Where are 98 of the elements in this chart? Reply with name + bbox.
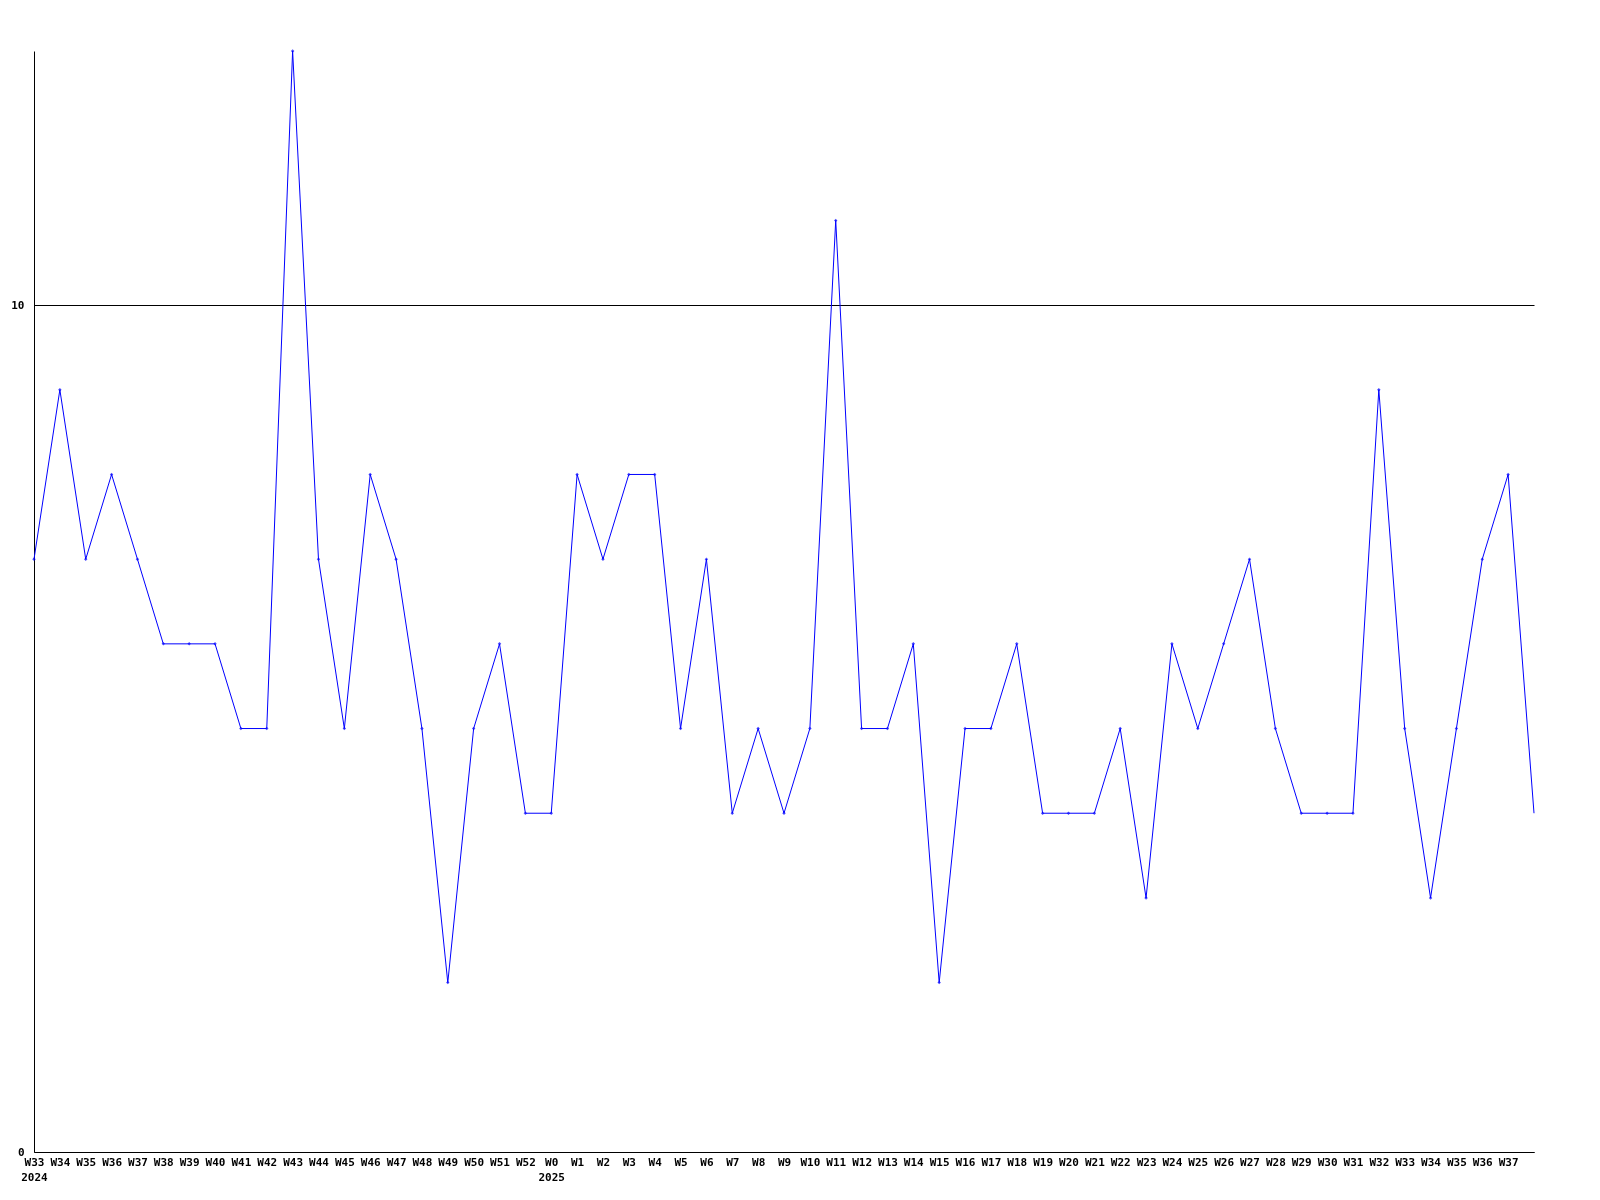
point bbox=[523, 811, 528, 815]
point bbox=[161, 642, 166, 646]
x-tick-label: W16 bbox=[955, 1155, 976, 1169]
x-tick-label: W37 bbox=[128, 1155, 148, 1169]
x-tick-label: W21 bbox=[1084, 1155, 1106, 1169]
point bbox=[1015, 642, 1019, 646]
x-tick-label: W10 bbox=[800, 1155, 821, 1169]
point bbox=[1221, 642, 1226, 646]
point bbox=[1480, 557, 1485, 561]
point bbox=[989, 726, 993, 731]
x-tick-label: W31 bbox=[1343, 1155, 1364, 1169]
point bbox=[937, 980, 941, 985]
point bbox=[627, 472, 631, 477]
x-tick-label: W11 bbox=[826, 1155, 847, 1169]
point bbox=[1428, 896, 1433, 900]
point bbox=[83, 557, 88, 561]
point bbox=[1325, 811, 1329, 815]
point bbox=[963, 726, 967, 731]
x-tick-label: W37 bbox=[1498, 1155, 1519, 1169]
x-tick-label: W25 bbox=[1188, 1155, 1209, 1169]
x-tick-label: W36 bbox=[1472, 1155, 1494, 1169]
point bbox=[135, 557, 140, 561]
x-tick-label: W22 bbox=[1110, 1155, 1131, 1169]
point bbox=[1092, 811, 1097, 815]
point bbox=[420, 726, 424, 731]
point bbox=[1066, 811, 1071, 815]
point bbox=[290, 49, 295, 53]
x-tick-label: W44 bbox=[309, 1155, 330, 1169]
x-tick-label: W29 bbox=[1291, 1155, 1312, 1169]
point bbox=[1247, 557, 1252, 561]
x-tick-label: W48 bbox=[412, 1155, 433, 1169]
point bbox=[1196, 726, 1200, 731]
point bbox=[1506, 472, 1510, 477]
point bbox=[1040, 811, 1045, 815]
point bbox=[575, 472, 579, 477]
x-tick-label: W41 bbox=[231, 1155, 252, 1169]
x-tick-label: W51 bbox=[490, 1155, 511, 1169]
x-tick-label: W35 bbox=[1446, 1155, 1467, 1169]
point bbox=[833, 218, 838, 223]
x-tick-label: W30 bbox=[1317, 1155, 1338, 1169]
point bbox=[756, 726, 760, 731]
point bbox=[808, 726, 812, 731]
x-tick-label: W24 bbox=[1162, 1155, 1183, 1169]
x-tick-label: W26 bbox=[1214, 1155, 1235, 1169]
point bbox=[704, 557, 709, 561]
x-tick-label: W1 bbox=[570, 1155, 585, 1169]
point bbox=[730, 811, 735, 815]
x-tick-label: W49 bbox=[438, 1155, 459, 1169]
point bbox=[368, 472, 372, 477]
point bbox=[446, 980, 450, 985]
x-tick-label: W39 bbox=[179, 1155, 200, 1169]
x-tick-label: W9 bbox=[777, 1155, 792, 1169]
x-tick-label: W17 bbox=[981, 1155, 1002, 1169]
x-tick-label: W42 bbox=[257, 1155, 278, 1169]
x-tick-label: W38 bbox=[153, 1155, 174, 1169]
x-tick-label: W43 bbox=[283, 1155, 304, 1169]
x-tick-label: W23 bbox=[1136, 1155, 1157, 1169]
point bbox=[58, 388, 62, 392]
point bbox=[911, 642, 916, 646]
x-tick-label: W3 bbox=[622, 1155, 636, 1169]
x-tick-label: W27 bbox=[1240, 1155, 1260, 1169]
point bbox=[1377, 388, 1381, 392]
point bbox=[187, 642, 191, 646]
x-tick-label: W50 bbox=[464, 1155, 485, 1169]
x-tick-label: W28 bbox=[1265, 1155, 1286, 1169]
x-tick-label: W34 bbox=[50, 1155, 71, 1169]
x-tick-label: W46 bbox=[360, 1155, 382, 1169]
x-tick-label: W12 bbox=[852, 1155, 873, 1169]
x-tick-label: W32 bbox=[1369, 1155, 1390, 1169]
point bbox=[239, 726, 243, 731]
x-tick-label: W52 bbox=[515, 1155, 536, 1169]
x-tick-label: W15 bbox=[929, 1155, 950, 1169]
x-tick-label: W34 bbox=[1421, 1155, 1442, 1169]
x-tick-label: W8 bbox=[752, 1155, 766, 1169]
x-tick-label: W40 bbox=[205, 1155, 226, 1169]
point bbox=[1118, 726, 1122, 731]
x-tick-label: W45 bbox=[334, 1155, 355, 1169]
y-tick-label: 10 bbox=[11, 298, 25, 312]
point bbox=[265, 726, 269, 731]
x-tick-label: W6 bbox=[700, 1155, 714, 1169]
x-tick-label: W36 bbox=[102, 1155, 123, 1169]
x-tick-label: W47 bbox=[386, 1155, 407, 1169]
x-tick-label: W33 bbox=[1395, 1155, 1416, 1169]
point bbox=[549, 811, 553, 815]
x-tick-label: W5 bbox=[674, 1155, 688, 1169]
point bbox=[1299, 811, 1303, 815]
x-tick-label: W0 2025 bbox=[538, 1155, 565, 1184]
x-tick-label: W19 bbox=[1033, 1155, 1054, 1169]
x-tick-label: W4 bbox=[648, 1155, 663, 1169]
x-tick-label: W18 bbox=[1007, 1155, 1028, 1169]
x-tick-label: W14 bbox=[903, 1155, 925, 1169]
x-tick-label: W20 bbox=[1059, 1155, 1079, 1169]
point bbox=[497, 642, 502, 646]
point bbox=[316, 557, 321, 561]
x-tick-label: W13 bbox=[878, 1155, 898, 1169]
x-tick-label: W35 bbox=[76, 1155, 97, 1169]
x-tick-label: W7 bbox=[726, 1155, 740, 1169]
x-tick-label: W2 bbox=[596, 1155, 611, 1169]
